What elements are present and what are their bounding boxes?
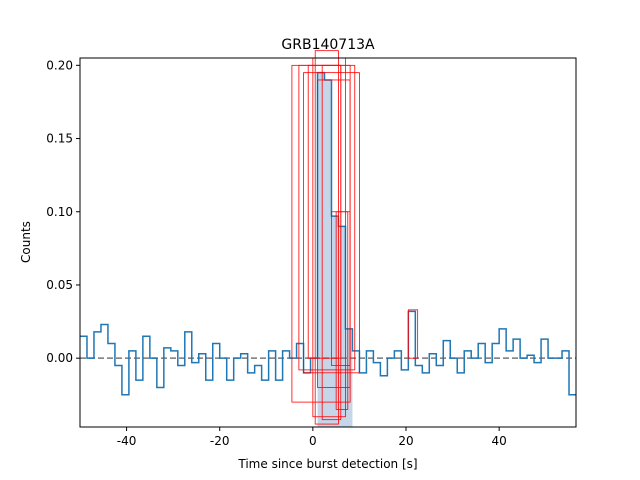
x-axis-label: Time since burst detection [s] (237, 457, 417, 471)
y-tick-label: 0.15 (46, 132, 73, 146)
block-box (407, 309, 419, 359)
block-box (303, 72, 360, 374)
x-tick-label: -20 (210, 434, 230, 448)
y-tick-label: 0.05 (46, 278, 73, 292)
y-tick-label: 0.10 (46, 205, 73, 219)
y-tick-label: 0.20 (46, 58, 73, 72)
x-tick-label: 20 (398, 434, 413, 448)
shaded-region (317, 72, 353, 428)
block-box (321, 64, 342, 421)
plot-frame (79, 57, 577, 428)
y-tick-label: 0.00 (46, 351, 73, 365)
y-axis-label: Counts (19, 221, 33, 263)
block-box (314, 50, 339, 425)
x-tick-label: -40 (117, 434, 137, 448)
block-box (335, 211, 349, 410)
x-tick-label: 40 (492, 434, 507, 448)
x-tick-label: 0 (309, 434, 317, 448)
chart-title: GRB140713A (281, 37, 375, 53)
